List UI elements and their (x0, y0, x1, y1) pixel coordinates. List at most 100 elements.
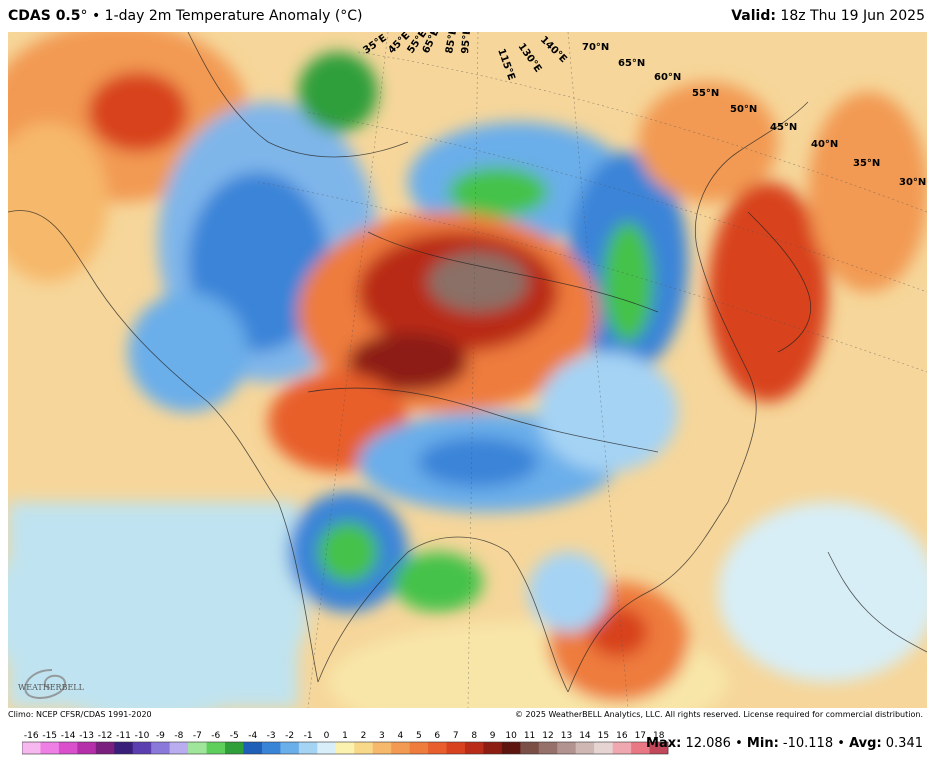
anomaly-field (8, 32, 927, 708)
colorbar-swatch (188, 742, 207, 754)
colorbar-swatch (77, 742, 97, 754)
max-value: 12.086 (685, 736, 731, 751)
climo-note: Climo: NCEP CFSR/CDAS 1991-2020 (8, 710, 152, 719)
colorbar-swatch (40, 742, 60, 754)
colorbar-tick-label: -13 (79, 731, 94, 741)
colorbar-swatch (446, 742, 466, 754)
lat-label-30: 30°N (899, 177, 926, 188)
graticule (257, 32, 927, 708)
colorbar-tick-label: -16 (24, 731, 39, 741)
colorbar-tick-label: 5 (416, 731, 422, 741)
colorbar-tick-label: -8 (174, 731, 183, 741)
lat-label-35: 35°N (853, 158, 880, 169)
colorbar: -16 -15 -14 -13 -12 -11 -10 -9 -8 -7 -6 -5 -4 -3 -2 -1 0… (21, 728, 672, 762)
stats-readout: Max: 12.086 • Min: -10.118 • Avg: 0.341 (646, 736, 923, 751)
colorbar-swatch (631, 742, 650, 754)
colorbar-tick-label: 1 (342, 731, 348, 741)
max-label: Max: (646, 736, 682, 751)
colorbar-swatch (557, 742, 577, 754)
colorbar-tick-label: 13 (561, 731, 572, 741)
colorbar-tick-label: 16 (616, 731, 628, 741)
stats-sep-1: • (735, 736, 743, 751)
colorbar-border (21, 741, 669, 755)
product-name: 1-day 2m Temperature Anomaly (°C) (104, 8, 363, 24)
colorbar-tick-label: -15 (42, 731, 57, 741)
colorbar-swatch (225, 742, 244, 754)
colorbar-swatch (391, 742, 410, 754)
colorbar-swatch (483, 742, 503, 754)
valid-time-value: 18z Thu 19 Jun 2025 (780, 8, 925, 24)
colorbar-swatch (575, 742, 595, 754)
colorbar-swatch (520, 742, 540, 754)
colorbar-tick-label: 18 (653, 731, 665, 741)
colorbar-swatch (280, 742, 300, 754)
lon-label-85: 85°E (444, 32, 459, 55)
weatherbell-logo: WEATHERBELL (12, 662, 94, 706)
model-name: CDAS 0.5 (8, 8, 81, 24)
colorbar-tick-label: 6 (434, 731, 440, 741)
colorbar-swatch (95, 742, 115, 754)
map-canvas: 70°N 65°N 60°N 55°N 50°N 45°N 40°N 35°N … (8, 32, 927, 708)
lat-label-55: 55°N (692, 88, 719, 99)
colorbar-swatch (354, 742, 373, 754)
colorbar-tick-label: -12 (98, 731, 113, 741)
colorbar-tick-label: 3 (379, 731, 385, 741)
header-bar: CDAS 0.5° • 1-day 2m Temperature Anomaly… (0, 0, 935, 32)
lat-label-40: 40°N (811, 139, 838, 150)
colorbar-tick-label: 10 (505, 731, 517, 741)
colorbar-swatch (372, 742, 392, 754)
colorbar-tick-label: -6 (211, 731, 220, 741)
colorbar-swatch (335, 742, 355, 754)
colorbar-tick-label: 9 (490, 731, 496, 741)
min-value: -10.118 (782, 736, 834, 751)
colorbar-swatch (58, 742, 78, 754)
colorbar-tick-label: 11 (524, 731, 535, 741)
colorbar-tick-label: 15 (598, 731, 609, 741)
colorbar-swatch (594, 742, 613, 754)
colorbar-swatch (612, 742, 632, 754)
colorbar-swatch (169, 742, 189, 754)
colorbar-tick-label: -1 (304, 731, 313, 741)
colorbar-tick-label: 12 (542, 731, 553, 741)
colorbar-swatch (317, 742, 337, 754)
colorbar-tick-label: 14 (579, 731, 591, 741)
colorbar-swatch (114, 742, 134, 754)
colorbar-tick-label: -7 (193, 731, 202, 741)
colorbar-swatch (243, 742, 263, 754)
colorbar-tick-label: -3 (267, 731, 276, 741)
lat-label-45: 45°N (770, 122, 797, 133)
colorbar-tick-label: 7 (453, 731, 459, 741)
valid-label: Valid: (731, 8, 776, 24)
colorbar-swatch (428, 742, 447, 754)
colorbar-swatch (649, 742, 669, 754)
lat-label-50: 50°N (730, 104, 757, 115)
colorbar-tick-label: 8 (471, 731, 477, 741)
colorbar-svg: -16 -15 -14 -13 -12 -11 -10 -9 -8 -7 -6 -5 -4 -3 -2 -1 0… (21, 731, 669, 755)
colorbar-swatch (501, 742, 521, 754)
lat-label-70: 70°N (582, 42, 609, 53)
anomaly-map: 70°N 65°N 60°N 55°N 50°N 45°N 40°N 35°N … (8, 32, 927, 708)
colorbar-tick-label: -2 (285, 731, 294, 741)
colorbar-swatch (538, 742, 558, 754)
colorbar-swatch (298, 742, 318, 754)
colorbar-tick-label: -4 (248, 731, 257, 741)
colorbar-tick-label: 0 (324, 731, 330, 741)
colorbar-tick-label: -9 (156, 731, 165, 741)
stats-sep-2: • (837, 736, 845, 751)
colorbar-tick-label: 2 (361, 731, 367, 741)
colorbar-swatch (151, 742, 170, 754)
title-bullet: • (91, 8, 101, 24)
colorbar-tick-label: 4 (398, 731, 404, 741)
min-label: Min: (746, 736, 779, 751)
avg-value: 0.341 (885, 736, 923, 751)
colorbar-tick-label: -5 (230, 731, 239, 741)
lat-labels: 70°N 65°N 60°N 55°N 50°N 45°N 40°N 35°N … (582, 42, 926, 188)
colorbar-tick-label: -10 (135, 731, 150, 741)
copyright-note: © 2025 WeatherBELL Analytics, LLC. All r… (515, 710, 923, 719)
colorbar-swatch (464, 742, 484, 754)
degree-mark: ° (80, 8, 88, 24)
valid-time: Valid: 18z Thu 19 Jun 2025 (731, 8, 925, 24)
swirl-icon: WEATHERBELL (18, 669, 85, 699)
logo-text: WEATHERBELL (18, 683, 85, 692)
lat-label-65: 65°N (618, 58, 645, 69)
